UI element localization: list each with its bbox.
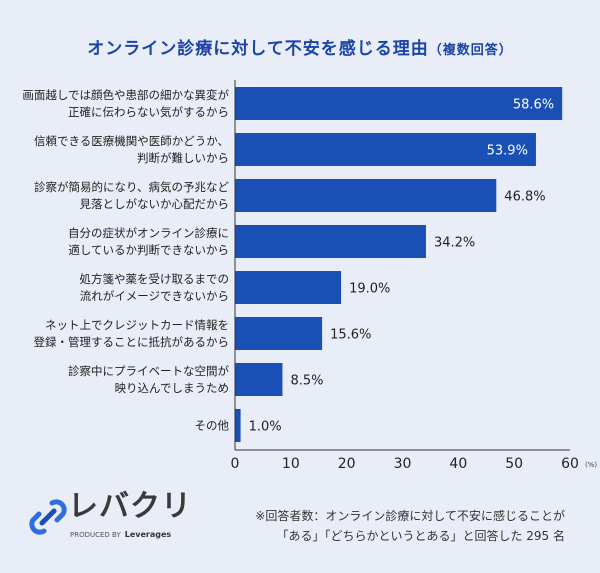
data-label: 15.6%	[330, 328, 371, 343]
x-tick-label: 60	[561, 456, 579, 472]
logo-subtext: PRODUCED BY Leverages	[70, 530, 171, 540]
data-label: 1.0%	[249, 420, 282, 435]
data-label: 53.9%	[487, 144, 528, 159]
bar	[235, 317, 323, 350]
logo-sub-label: PRODUCED BY	[70, 531, 121, 539]
chart-title: オンライン診療に対して不安を感じる理由（複数回答）	[0, 38, 600, 62]
category-label: 流れがイメージできないから	[80, 289, 229, 303]
category-label: 判断が難しいから	[137, 151, 229, 165]
bar	[235, 133, 536, 166]
x-tick-label: 40	[449, 456, 467, 472]
category-label: 適しているか判断できないから	[68, 243, 229, 257]
respondent-note: ※回答者数：オンライン診療に対して不安に感じることが 「ある」「どちらかというと…	[215, 506, 565, 546]
subtitle-text: （複数回答）	[428, 43, 513, 58]
logo-brand: Leverages	[124, 530, 172, 539]
data-label: 58.6%	[513, 98, 554, 113]
category-label: 処方箋や薬を受け取るまでの	[80, 272, 230, 286]
data-label: 8.5%	[290, 374, 323, 389]
category-label: ネット上でクレジットカード情報を	[45, 318, 229, 332]
bar	[235, 179, 497, 212]
bar	[235, 271, 342, 304]
category-label: その他	[195, 419, 230, 433]
x-unit-label: (%)	[585, 461, 597, 469]
category-label: 診察中にプライベートな空間が	[68, 364, 229, 378]
category-label: 診察が簡易的になり、病気の予兆など	[34, 180, 230, 194]
note-line: 「ある」「どちらかというとある」と回答した 295 名	[276, 529, 565, 543]
category-label: 信頼できる医療機関や医師かどうか、	[34, 134, 229, 148]
category-label: 画面越しでは顔色や患部の細かな異変が	[22, 88, 229, 102]
data-label: 19.0%	[349, 282, 390, 297]
logo-link-icon	[29, 499, 67, 535]
logo-text: レバクリ	[68, 489, 192, 524]
category-label: 正確に伝わらない気がするから	[68, 105, 229, 119]
category-label: 登録・管理することに抵抗があるから	[34, 335, 230, 349]
x-tick-label: 30	[394, 456, 412, 472]
category-label: 自分の症状がオンライン診療に	[68, 226, 229, 240]
category-label: 見落としがないか心配だから	[80, 197, 230, 211]
x-tick-label: 20	[338, 456, 356, 472]
data-label: 34.2%	[434, 236, 475, 251]
x-tick-label: 50	[505, 456, 523, 472]
x-tick-label: 10	[282, 456, 300, 472]
category-label: 映り込んでしまうため	[115, 381, 229, 395]
note-line: ※回答者数：オンライン診療に対して不安に感じることが	[255, 509, 565, 523]
bar	[235, 87, 563, 120]
data-label: 46.8%	[504, 190, 545, 205]
x-tick-label: 0	[231, 456, 240, 472]
title-text: オンライン診療に対して不安を感じる理由	[87, 39, 429, 59]
bar	[235, 225, 426, 258]
bar	[235, 409, 241, 442]
bar	[235, 363, 283, 396]
